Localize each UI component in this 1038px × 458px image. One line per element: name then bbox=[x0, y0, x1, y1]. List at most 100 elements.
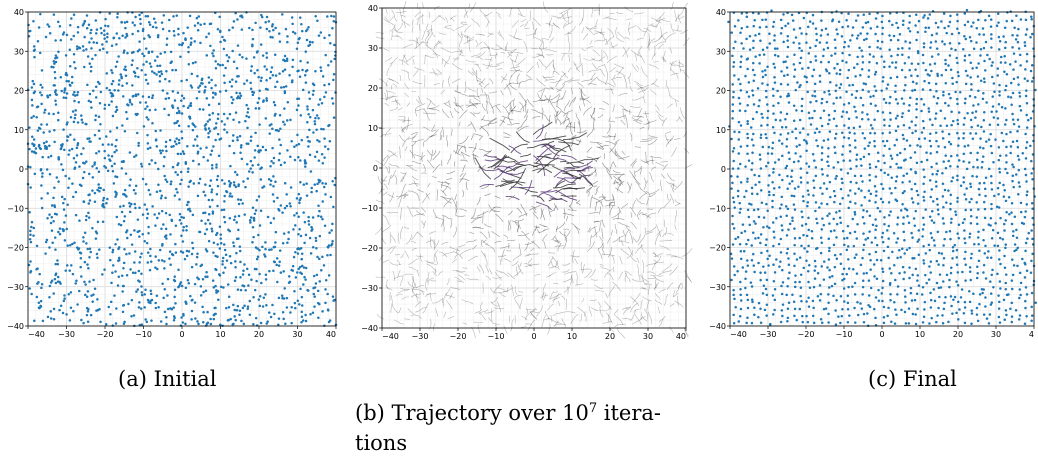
trajectory-path bbox=[408, 308, 415, 314]
initial-point bbox=[308, 91, 311, 94]
initial-point bbox=[327, 64, 330, 67]
trajectory-path bbox=[424, 55, 425, 64]
trajectory-path bbox=[630, 303, 637, 312]
final-point bbox=[785, 205, 788, 208]
initial-point bbox=[143, 37, 146, 40]
initial-point bbox=[260, 210, 263, 213]
initial-point bbox=[142, 63, 145, 66]
final-point bbox=[1002, 238, 1005, 241]
initial-point bbox=[300, 321, 303, 324]
final-point bbox=[962, 222, 965, 225]
initial-point bbox=[170, 180, 173, 183]
initial-point bbox=[186, 79, 189, 82]
initial-point bbox=[286, 242, 289, 245]
final-point bbox=[834, 195, 837, 198]
initial-point bbox=[257, 101, 260, 104]
initial-point bbox=[137, 50, 140, 53]
initial-point bbox=[30, 226, 33, 229]
final-point bbox=[829, 181, 832, 184]
initial-point bbox=[173, 275, 176, 278]
final-point bbox=[937, 209, 940, 212]
trajectory-path bbox=[633, 293, 640, 303]
final-point bbox=[906, 249, 909, 252]
final-point bbox=[894, 198, 897, 201]
final-point bbox=[938, 287, 941, 290]
initial-point bbox=[145, 101, 148, 104]
initial-point bbox=[213, 241, 216, 244]
final-point bbox=[794, 208, 797, 211]
initial-point bbox=[156, 191, 159, 194]
final-point bbox=[1023, 222, 1026, 225]
final-point bbox=[740, 299, 743, 302]
initial-point bbox=[90, 106, 93, 109]
initial-point bbox=[219, 233, 222, 236]
initial-point bbox=[70, 38, 73, 41]
initial-point bbox=[48, 25, 51, 28]
final-point bbox=[829, 276, 832, 279]
final-point bbox=[989, 313, 992, 316]
trajectory-path bbox=[514, 295, 522, 299]
trajectory-path bbox=[476, 40, 478, 44]
initial-point bbox=[314, 156, 317, 159]
trajectory-path bbox=[577, 130, 587, 132]
initial-point bbox=[236, 75, 239, 78]
trajectory-path bbox=[376, 33, 384, 34]
initial-point bbox=[313, 305, 316, 308]
final-point bbox=[834, 152, 837, 155]
initial-point bbox=[246, 79, 249, 82]
initial-point bbox=[162, 297, 165, 300]
initial-point bbox=[312, 312, 315, 315]
trajectory-path bbox=[648, 278, 656, 279]
trajectory-path bbox=[390, 62, 393, 67]
initial-point bbox=[150, 260, 153, 263]
final-point bbox=[768, 191, 771, 194]
initial-point bbox=[253, 56, 256, 59]
initial-point bbox=[63, 300, 66, 303]
initial-point bbox=[120, 76, 123, 79]
final-point bbox=[923, 315, 926, 318]
initial-point bbox=[198, 15, 201, 18]
initial-point bbox=[79, 266, 82, 269]
trajectory-path bbox=[427, 150, 432, 155]
initial-point bbox=[159, 52, 162, 55]
initial-point bbox=[147, 82, 150, 85]
trajectory-path bbox=[676, 117, 680, 121]
initial-point bbox=[194, 317, 197, 320]
final-point bbox=[893, 301, 896, 304]
final-point bbox=[794, 237, 797, 240]
final-point bbox=[747, 299, 750, 302]
final-point bbox=[976, 277, 979, 280]
initial-point bbox=[305, 320, 308, 323]
initial-point bbox=[209, 45, 212, 48]
initial-point bbox=[69, 319, 72, 322]
initial-point bbox=[318, 258, 321, 261]
final-point bbox=[868, 294, 871, 297]
initial-point bbox=[273, 101, 276, 104]
trajectory-path bbox=[574, 64, 579, 71]
initial-point bbox=[209, 206, 212, 209]
final-point bbox=[938, 252, 941, 255]
initial-point bbox=[167, 114, 170, 117]
final-point bbox=[875, 251, 878, 254]
trajectory-path bbox=[630, 222, 636, 229]
initial-point bbox=[264, 241, 267, 244]
trajectory-path bbox=[443, 312, 445, 318]
final-point bbox=[837, 161, 840, 164]
initial-point bbox=[52, 113, 55, 116]
initial-point bbox=[182, 32, 185, 35]
initial-point bbox=[208, 81, 211, 84]
final-point bbox=[765, 203, 768, 206]
initial-point bbox=[145, 47, 148, 50]
initial-point bbox=[194, 301, 197, 304]
trajectory-path bbox=[623, 110, 624, 119]
initial-point bbox=[87, 290, 90, 293]
initial-point bbox=[124, 189, 127, 192]
initial-point bbox=[82, 200, 85, 203]
final-point bbox=[922, 286, 925, 289]
initial-point bbox=[169, 250, 172, 253]
final-point bbox=[816, 145, 819, 148]
initial-xtick-label: 0 bbox=[179, 330, 184, 339]
initial-point bbox=[58, 281, 61, 284]
initial-point bbox=[221, 64, 224, 67]
initial-point bbox=[95, 167, 98, 170]
